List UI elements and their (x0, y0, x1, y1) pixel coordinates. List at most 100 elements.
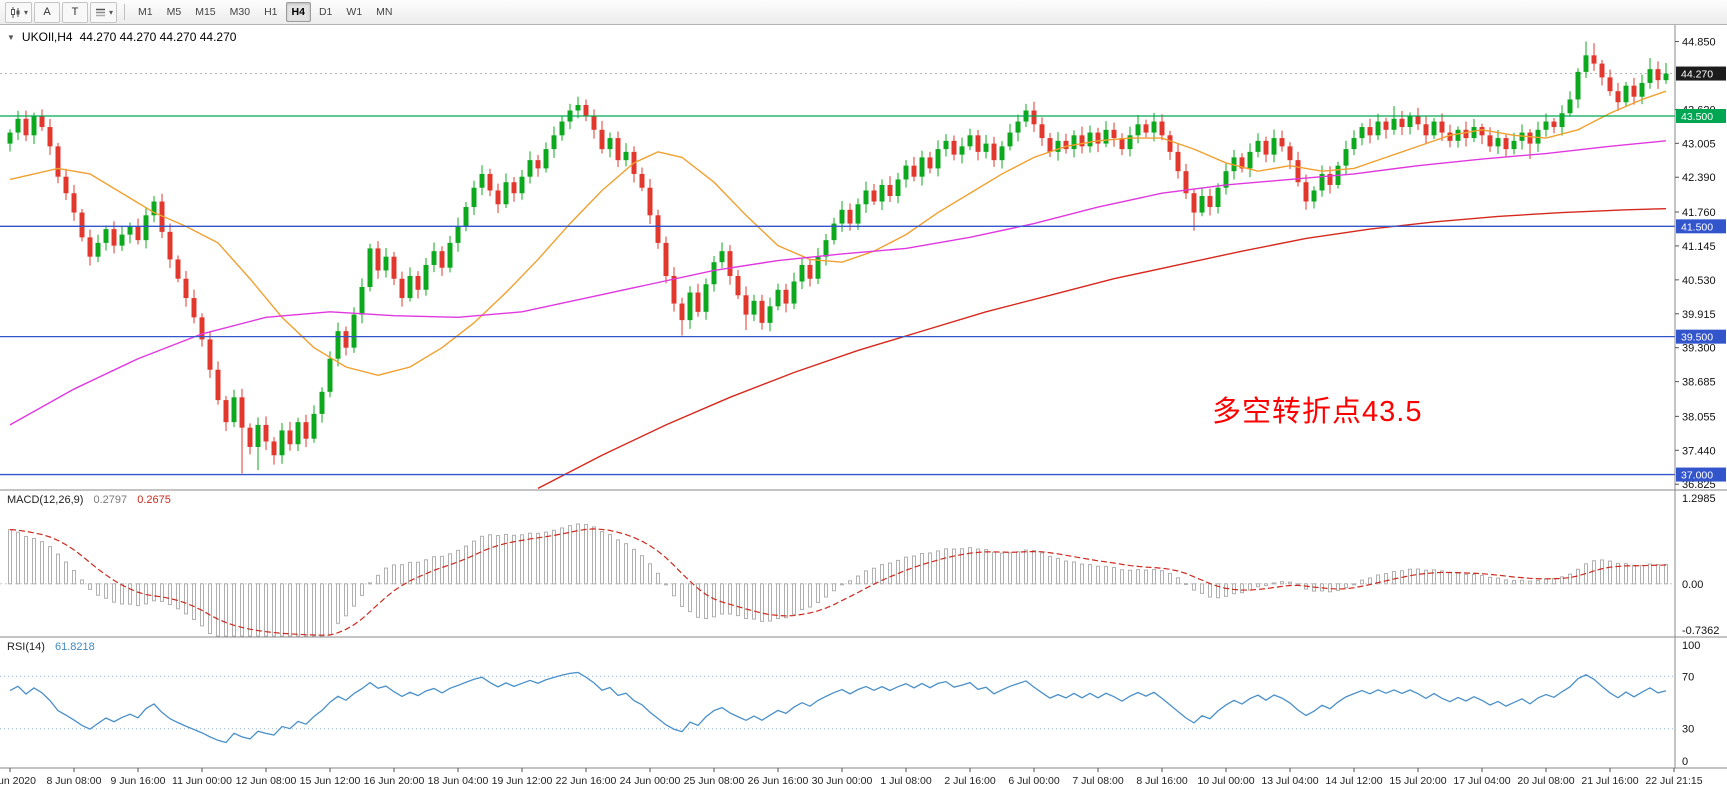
candle-body (1327, 173, 1333, 185)
candle-body (1207, 195, 1213, 208)
macd-bar (560, 527, 564, 585)
price-axis[interactable]: 44.85043.62043.00542.39041.76041.14540.5… (1675, 37, 1726, 492)
chart-type-button[interactable]: ▾ (5, 1, 33, 23)
macd-bar (624, 543, 628, 585)
macd-bar (760, 583, 764, 622)
time-axis-label: 5 Jun 2020 (0, 775, 36, 787)
macd-bar (1288, 581, 1292, 585)
macd-bar (1152, 569, 1156, 585)
text-tool-button[interactable]: T (62, 1, 89, 23)
time-axis-label: 2 Jul 16:00 (944, 775, 996, 787)
macd-bar (808, 583, 812, 608)
macd-bar (536, 532, 540, 585)
collapse-icon[interactable]: ▼ (7, 32, 15, 42)
candle-body (199, 317, 205, 340)
macd-bar (680, 583, 684, 607)
candle-body (31, 116, 37, 136)
timeframe-button-h1[interactable]: H1 (264, 6, 278, 18)
timeframe-button-m5[interactable]: M5 (166, 6, 182, 18)
macd-bar (1536, 579, 1540, 585)
price-axis-label: 37.440 (1682, 445, 1716, 457)
macd-bar (520, 534, 524, 585)
time-axis-label: 13 Jul 04:00 (1261, 775, 1318, 787)
time-axis-label: 15 Jun 12:00 (300, 775, 361, 787)
timeframe-button-w1[interactable]: W1 (346, 6, 363, 18)
rsi-line (9, 671, 1667, 744)
symbol-header: ▼ UKOIl,H4 44.270 44.270 44.270 44.270 (7, 30, 236, 44)
time-axis-label: 12 Jun 08:00 (236, 775, 297, 787)
candle-body (79, 212, 85, 238)
timeframe-button-mn[interactable]: MN (376, 6, 393, 18)
macd-bar (1112, 567, 1116, 585)
candle-body (127, 226, 133, 235)
macd-bar (696, 583, 700, 618)
macd-bar (168, 583, 172, 606)
macd-bar (136, 583, 140, 607)
macd-bar (1408, 568, 1412, 585)
timeframe-button-d1[interactable]: D1 (318, 6, 333, 18)
candle-body (655, 215, 661, 243)
candle-body (103, 229, 109, 243)
macd-bar (1296, 583, 1300, 586)
candle-body (1007, 132, 1013, 147)
candle-body (63, 176, 69, 194)
timeframe-button-m1[interactable]: M1 (138, 6, 153, 18)
candle-body (1015, 121, 1021, 133)
macd-bar (1592, 560, 1596, 585)
macd-bar (544, 531, 548, 585)
macd-bar (888, 562, 892, 585)
macd-indicator-label: MACD(12,26,9) 0.2797 0.2675 (7, 494, 171, 506)
main-chart-plot[interactable] (0, 41, 1675, 489)
candle-body (847, 209, 853, 224)
time-axis-label: 9 Jun 16:00 (111, 775, 166, 787)
macd-bar (1528, 580, 1532, 585)
time-axis-label: 8 Jun 08:00 (47, 775, 102, 787)
cursor-a-tool-button[interactable]: A (34, 1, 61, 23)
time-axis-label: 7 Jul 08:00 (1072, 775, 1124, 787)
macd-name: MACD(12,26,9) (7, 494, 84, 506)
macd-bar (56, 553, 60, 585)
indicator-axis-label: 70 (1682, 671, 1694, 683)
macd-bar (600, 531, 604, 585)
macd-bar (744, 583, 748, 620)
rsi-indicator-label: RSI(14) 61.8218 (7, 641, 95, 653)
macd-bar (1448, 572, 1452, 585)
chart-annotation-text[interactable]: 多空转折点43.5 (1212, 396, 1423, 428)
candle-body (367, 248, 373, 288)
macd-bar (192, 583, 196, 621)
time-axis-label: 26 Jun 16:00 (748, 775, 809, 787)
macd-bar (1272, 582, 1276, 585)
candle-body (783, 289, 789, 304)
macd-bar (1512, 580, 1516, 585)
candle-body (351, 314, 357, 348)
time-axis-label: 16 Jun 20:00 (364, 775, 425, 787)
candle-body (895, 179, 901, 196)
rsi-panel-plot[interactable] (0, 671, 1675, 744)
macd-bar (1392, 570, 1396, 585)
price-badge-level (1676, 467, 1726, 482)
timeframe-button-m15[interactable]: M15 (195, 6, 216, 18)
macd-bar (1128, 569, 1132, 585)
candle-body (599, 129, 605, 150)
candle-body (1263, 140, 1269, 155)
candle-body (823, 240, 829, 257)
timeframe-button-m30[interactable]: M30 (229, 6, 251, 18)
chart-canvas[interactable]: 44.85043.62043.00542.39041.76041.14540.5… (0, 25, 1727, 794)
objects-menu-button[interactable]: ▾ (90, 1, 118, 23)
macd-bar (984, 549, 988, 585)
macd-histogram (8, 523, 1668, 637)
macd-bar (848, 580, 852, 585)
macd-bar (320, 583, 324, 637)
indicator-axes[interactable]: 1.2985 0.00 -0.7362 100 70 30 0 (1682, 493, 1719, 768)
toolbar-separator (124, 4, 126, 20)
time-axis[interactable]: 5 Jun 2020 8 Jun 08:00 9 Jun 16:00 11 Jun 0… (0, 768, 1703, 787)
macd-bar (1560, 576, 1564, 585)
candle-body (647, 187, 653, 216)
macd-bar (992, 551, 996, 585)
candle-body (727, 251, 733, 276)
macd-bar (1008, 552, 1012, 585)
candle-body (1375, 121, 1381, 136)
timeframe-button-h4[interactable]: H4 (285, 2, 311, 22)
macd-bar (1520, 579, 1524, 585)
macd-panel-plot[interactable] (0, 523, 1675, 637)
